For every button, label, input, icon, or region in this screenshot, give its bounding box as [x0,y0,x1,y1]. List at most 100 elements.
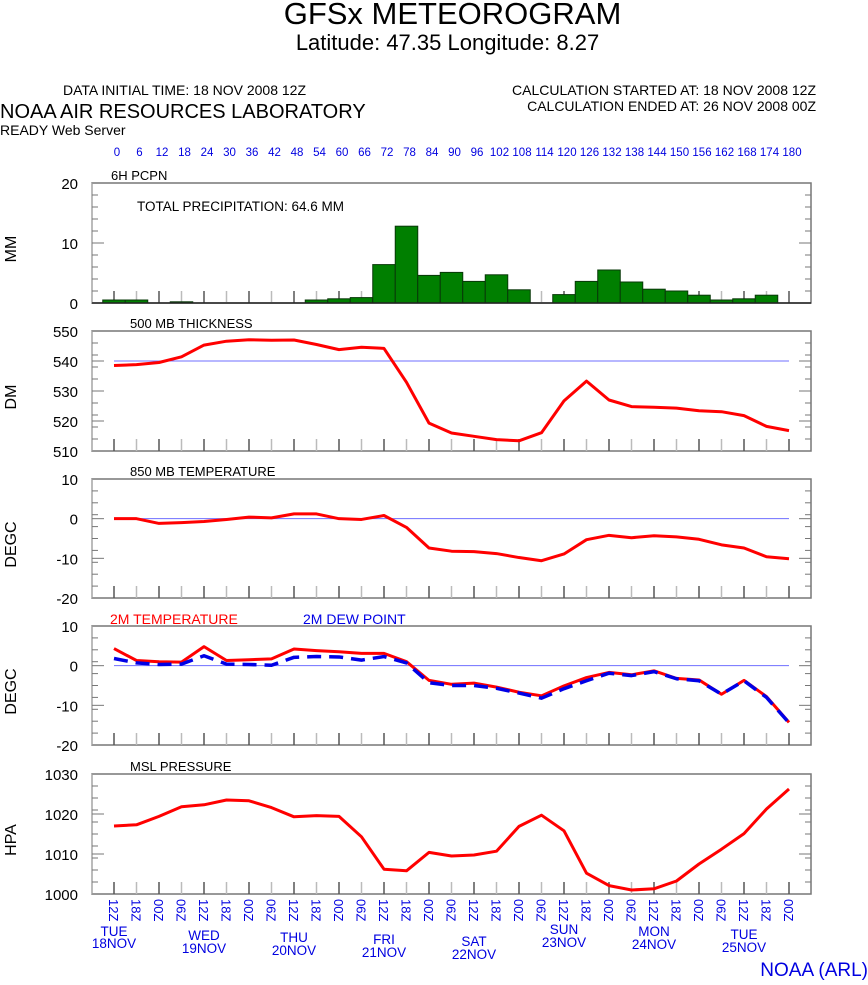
utc-time-label: 18Z [489,899,504,921]
utc-time-label: 12Z [466,899,481,921]
panel-frame [91,773,812,895]
utc-time-label: 00Z [241,899,256,921]
lab-name: NOAA AIR RESOURCES LABORATORY [0,101,366,123]
forecast-hour-label: 180 [782,147,801,159]
utc-time-label: 12Z [106,899,121,921]
forecast-hour-label: 102 [490,147,509,159]
utc-time-label: 18Z [309,899,324,921]
precip-bar [642,288,666,304]
legend-2m-temperature: 2M TEMPERATURE [110,611,238,627]
precip-bar [574,280,599,304]
forecast-hour-label: 144 [647,147,667,159]
precip-bar [507,289,531,304]
y-tick-label: 510 [53,444,78,461]
forecast-hour-label: 114 [535,147,554,159]
day-name-label: SAT [461,934,486,949]
utc-time-label: 06Z [534,899,549,921]
date-label: 21NOV [362,945,406,960]
precip-bar [394,225,419,304]
precip-bar [754,294,779,304]
location-subtitle: Latitude: 47.35 Longitude: 8.27 [295,30,600,55]
forecast-hour-label: 132 [602,147,621,159]
forecast-hour-label: 42 [268,147,281,159]
y-axis-label: DEGC [3,668,20,714]
forecast-hour-label: 18 [178,147,191,159]
calc-ended: CALCULATION ENDED AT: 26 NOV 2008 00Z [527,98,816,114]
forecast-hour-label: 48 [291,147,304,159]
panel-title: 6H PCPN [111,168,167,183]
forecast-hour-label: 66 [358,147,371,159]
precip-bar [372,264,396,304]
server-name: READY Web Server [0,122,126,138]
forecast-hour-label: 36 [246,147,259,159]
y-tick-label: 520 [53,414,78,431]
panel-title: 850 MB TEMPERATURE [130,464,276,479]
y-tick-label: 1010 [45,847,78,864]
forecast-hour-label: 0 [114,147,120,159]
forecast-hour-label: 84 [426,147,439,159]
forecast-hour-label: 96 [471,147,484,159]
forecast-hour-label: 30 [223,147,236,159]
day-name-label: THU [280,930,308,945]
forecast-hour-label: 150 [670,147,689,159]
utc-time-label: 00Z [601,899,616,921]
y-tick-label: 550 [53,324,78,341]
forecast-hour-label: 78 [403,147,416,159]
y-tick-label: 0 [70,296,78,313]
forecast-hour-label: 60 [336,147,349,159]
precip-total-annotation: TOTAL PRECIPITATION: 64.6 MM [137,199,344,214]
footer-credit: NOAA (ARL) [760,960,868,981]
utc-time-label: 06Z [444,899,459,921]
page-title: GFSx METEOROGRAM [283,0,622,31]
utc-time-label: 12Z [196,899,211,921]
forecast-hour-label: 174 [760,147,780,159]
precip-bar [552,294,576,304]
forecast-hour-label: 90 [448,147,461,159]
precip-bar [597,269,621,304]
date-label: 20NOV [272,943,316,958]
day-name-label: SUN [550,922,579,937]
day-name-label: MON [638,924,670,939]
precip-bar [619,281,644,304]
precip-bar [439,271,464,304]
forecast-hour-label: 126 [580,147,599,159]
utc-time-label: 00Z [781,899,796,921]
date-label: 24NOV [632,937,676,952]
series-line [113,338,790,443]
forecast-hour-label: 72 [381,147,394,159]
series-line [113,787,790,892]
utc-time-label: 18Z [579,899,594,921]
precip-bar [664,290,689,304]
forecast-hour-label: 12 [156,147,169,159]
day-name-label: WED [188,928,220,943]
date-label: 25NOV [722,940,766,955]
precip-bar [687,294,711,304]
forecast-hour-label: 156 [692,147,711,159]
utc-time-label: 12Z [646,899,661,921]
utc-time-label: 06Z [354,899,369,921]
forecast-hour-label: 168 [737,147,756,159]
precip-bar [484,274,509,304]
y-axis-label: MM [3,236,20,263]
y-tick-label: 1020 [45,807,78,824]
y-tick-label: -10 [56,698,78,715]
series-line-dewpoint [113,654,791,724]
data-initial-time: DATA INITIAL TIME: 18 NOV 2008 12Z [63,82,307,98]
forecast-hour-label: 162 [715,147,734,159]
y-axis-label: DM [3,385,20,410]
y-axis-label: HPA [3,824,20,856]
forecast-hour-label: 6 [136,147,142,159]
precip-bar [417,274,441,304]
panel-title: 500 MB THICKNESS [130,316,253,331]
date-label: 19NOV [182,941,226,956]
y-tick-label: 0 [70,512,78,529]
utc-time-label: 18Z [759,899,774,921]
date-label: 18NOV [92,936,136,951]
utc-time-label: 12Z [376,899,391,921]
precip-bar [462,280,486,304]
y-tick-label: 20 [61,176,78,193]
date-label: 22NOV [452,947,496,962]
utc-time-label: 18Z [399,899,414,921]
calc-started: CALCULATION STARTED AT: 18 NOV 2008 12Z [512,82,816,98]
